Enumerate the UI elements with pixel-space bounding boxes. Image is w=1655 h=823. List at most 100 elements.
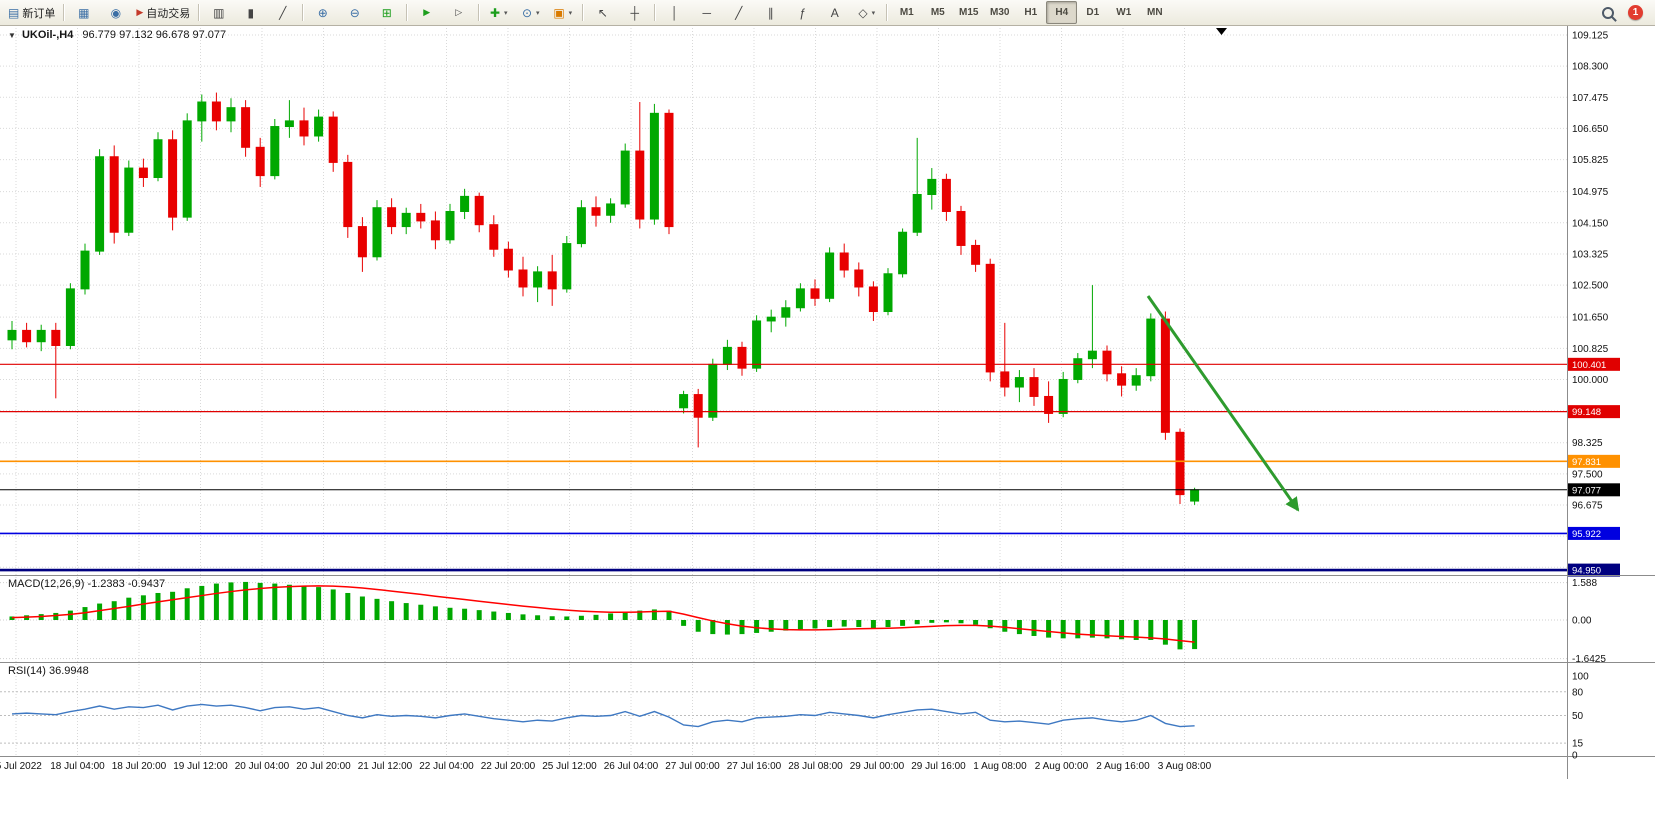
toolbar-separator [198,4,200,21]
horizontal-line-button[interactable]: ─ [691,1,722,24]
search-button[interactable] [1594,1,1625,24]
text-tool-button[interactable]: A [819,1,850,24]
cursor-button[interactable]: ↖ [587,1,618,24]
svg-text:107.475: 107.475 [1572,93,1609,104]
candlestick-chart-button[interactable]: ▮ [235,1,266,24]
svg-text:-1.6425: -1.6425 [1572,654,1606,665]
svg-text:3 Aug 08:00: 3 Aug 08:00 [1158,761,1212,772]
toolbar-separator [478,4,480,21]
price-axis[interactable]: 109.125 108.300 107.475 106.650 105.825 104.9… [1572,31,1609,762]
new-order-icon: ▤ [8,5,20,20]
svg-text:109.125: 109.125 [1572,31,1609,42]
svg-text:100.000: 100.000 [1572,375,1609,386]
notification-badge[interactable]: 1 [1628,5,1643,20]
svg-text:15 Jul 2022: 15 Jul 2022 [0,761,42,772]
svg-text:96.675: 96.675 [1572,500,1603,511]
auto-scroll-icon: ▶ [423,7,431,17]
svg-text:103.325: 103.325 [1572,249,1609,260]
price-levels[interactable]: 100.401 99.148 97.831 97.077 95.922 94.950 [0,357,1620,577]
timeframe-M30[interactable]: M30 [990,7,1010,18]
templates-icon: ▣ [553,5,565,20]
crosshair-button[interactable]: ┼ [619,1,650,24]
channel-icon: ∥ [767,5,774,20]
timeframe-H1[interactable]: H1 [1024,7,1038,18]
rsi-pane [11,703,1195,728]
svg-text:0: 0 [1572,751,1578,762]
svg-text:101.650: 101.650 [1572,313,1609,324]
svg-text:22 Jul 20:00: 22 Jul 20:00 [481,761,536,772]
charts-window-button[interactable]: ▦ [68,1,99,24]
toolbar-separator [654,4,656,21]
shapes-button[interactable]: ◇ ▾ [851,1,882,24]
svg-text:25 Jul 12:00: 25 Jul 12:00 [542,761,597,772]
timeframe-H4[interactable]: H4 [1046,1,1078,24]
bar-chart-icon: ▥ [213,5,225,20]
svg-text:2 Aug 00:00: 2 Aug 00:00 [1035,761,1089,772]
zoom-out-button[interactable]: ⊖ [339,1,370,24]
periods-button[interactable]: ⊙ ▾ [515,1,546,24]
svg-text:19 Jul 12:00: 19 Jul 12:00 [173,761,228,772]
svg-text:0.00: 0.00 [1572,616,1592,627]
toolbar-separator [886,4,888,21]
toolbar-separator [63,4,65,21]
line-chart-icon: ╱ [279,5,287,20]
svg-text:21 Jul 12:00: 21 Jul 12:00 [358,761,413,772]
svg-text:97.077: 97.077 [1572,485,1601,496]
chart-shift-button[interactable]: ▷ [443,1,474,24]
timeframe-W1[interactable]: W1 [1116,7,1132,18]
new-order-label: 新订单 [22,7,56,20]
line-chart-button[interactable]: ╱ [267,1,298,24]
zoom-in-button[interactable]: ⊕ [307,1,338,24]
autotrade-label: 自动交易 [146,7,191,20]
candles [7,92,1200,505]
svg-text:18 Jul 04:00: 18 Jul 04:00 [50,761,105,772]
autotrade-icon: ▶ [136,7,144,17]
trendline-button[interactable]: ╱ [723,1,754,24]
dropdown-icon: ▾ [568,9,573,17]
tile-windows-button[interactable]: ⊞ [371,1,402,24]
svg-text:18 Jul 20:00: 18 Jul 20:00 [112,761,167,772]
timeframe-D1[interactable]: D1 [1086,7,1100,18]
timeframe-M15[interactable]: M15 [959,7,979,18]
chart-window[interactable]: 100.401 99.148 97.831 97.077 95.922 94.950 109… [0,26,1655,823]
time-axis[interactable]: 15 Jul 2022 18 Jul 04:00 18 Jul 20:00 19 Ju… [0,761,1212,772]
svg-text:15: 15 [1572,739,1584,750]
tile-windows-icon: ⊞ [381,5,392,20]
svg-text:98.325: 98.325 [1572,438,1603,449]
new-order-button[interactable]: ▤ 新订单 [4,1,59,24]
text-tool-icon: A [830,5,839,20]
svg-text:27 Jul 00:00: 27 Jul 00:00 [665,761,720,772]
toolbar-separator [582,4,584,21]
auto-scroll-button[interactable]: ▶ [411,1,442,24]
timeframe-group: M1 M5 M15 M30 H1 H4 D1 W1 MN [891,1,1170,24]
chart-grid [0,28,1567,756]
timeframe-M1[interactable]: M1 [899,7,914,18]
svg-text:94.950: 94.950 [1572,566,1601,577]
svg-text:1.588: 1.588 [1572,578,1597,589]
autotrade-button[interactable]: ▶ 自动交易 [132,1,194,24]
timeframe-MN[interactable]: MN [1146,7,1163,18]
svg-text:29 Jul 16:00: 29 Jul 16:00 [911,761,966,772]
templates-button[interactable]: ▣ ▾ [547,1,578,24]
indicators-button[interactable]: ✚ ▾ [483,1,514,24]
chart-shift-marker[interactable] [1216,28,1227,35]
svg-text:100.401: 100.401 [1572,360,1606,371]
svg-text:95.922: 95.922 [1572,529,1601,540]
svg-text:104.975: 104.975 [1572,187,1609,198]
timeframe-M5[interactable]: M5 [930,7,945,18]
svg-text:27 Jul 16:00: 27 Jul 16:00 [727,761,782,772]
trend-arrow[interactable] [1146,295,1300,512]
channel-button[interactable]: ∥ [755,1,786,24]
periods-icon: ⊙ [521,5,533,20]
bar-chart-button[interactable]: ▥ [203,1,234,24]
collapse-icon[interactable]: ▼ [8,31,16,40]
svg-text:1 Aug 08:00: 1 Aug 08:00 [973,761,1027,772]
pane-separators [0,26,1655,779]
vertical-line-button[interactable]: │ [659,1,690,24]
svg-text:29 Jul 00:00: 29 Jul 00:00 [850,761,905,772]
fibonacci-button[interactable]: ƒ [787,1,818,24]
profile-button[interactable]: ◉ [100,1,131,24]
svg-text:50: 50 [1572,711,1584,722]
chart-canvas[interactable]: 100.40199.14897.83197.07795.92294.950109… [0,26,1655,823]
svg-text:100: 100 [1572,672,1589,683]
